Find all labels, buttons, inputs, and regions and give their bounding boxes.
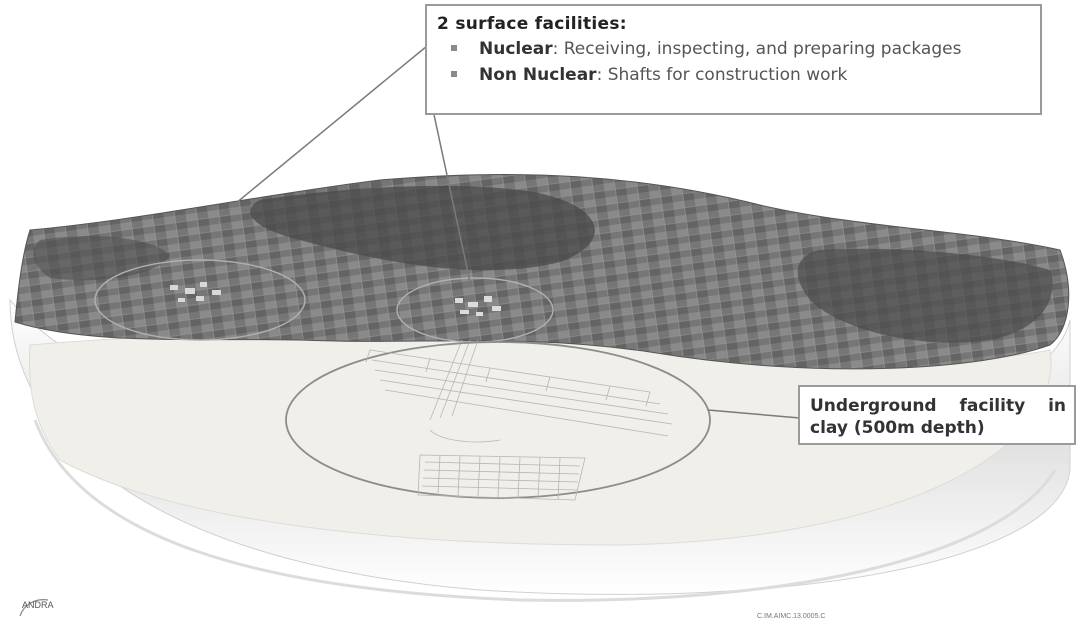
underground-callout-line1: Underground facility in	[810, 396, 1066, 416]
facility-description: : Shafts for construction work	[596, 65, 848, 85]
facility-term: Non Nuclear	[479, 65, 597, 85]
forest-patch	[797, 248, 1053, 343]
underground-facility-callout: Underground facility in clay (500m depth…	[798, 385, 1076, 445]
andra-logo-text: ANDRA	[22, 600, 54, 610]
surface-facility-circle-left	[94, 259, 306, 341]
facility-buildings-right	[455, 296, 501, 316]
list-item: Nuclear: Receiving, inspecting, and prep…	[437, 39, 1040, 59]
block-bottom-edge	[33, 419, 1057, 602]
forest-patch	[250, 185, 595, 271]
surface-facilities-title: 2 surface facilities:	[437, 14, 627, 34]
list-item: Non Nuclear: Shafts for construction wor…	[437, 65, 1040, 85]
andra-logo-arc	[19, 599, 49, 617]
underground-galleries	[365, 349, 673, 501]
access-shafts	[429, 339, 479, 421]
bullet-icon	[451, 45, 457, 51]
facility-description: : Receiving, inspecting, and preparing p…	[552, 39, 962, 59]
underground-facility-circle	[285, 341, 711, 499]
underground-callout-line2: clay (500m depth)	[810, 418, 985, 438]
forest-patch	[33, 236, 170, 281]
bullet-icon	[451, 71, 457, 77]
reference-code: C.IM.AIMC.13.0005.C	[757, 613, 826, 620]
facility-term: Nuclear	[479, 39, 553, 59]
facility-buildings-left	[170, 282, 221, 302]
leader-lines	[229, 45, 801, 419]
surface-facilities-list: Nuclear: Receiving, inspecting, and prep…	[437, 39, 1040, 85]
surface-facilities-callout: 2 surface facilities: Nuclear: Receiving…	[425, 4, 1042, 115]
